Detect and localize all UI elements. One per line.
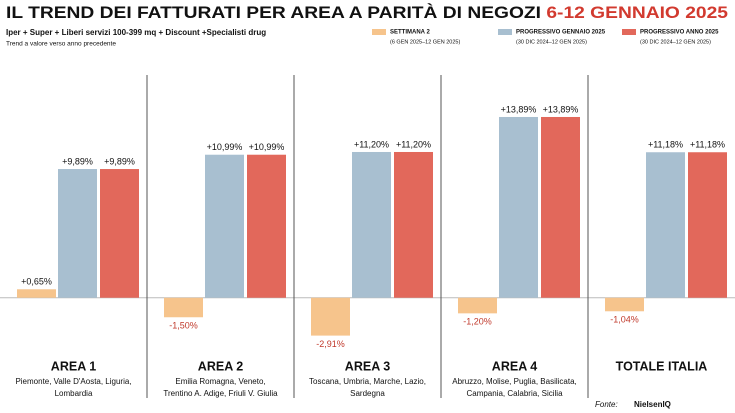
bar [205,154,244,298]
legend-swatch [372,29,386,35]
legend-label: SETTIMANA 2 [390,30,430,36]
note: Trend a valore verso anno precedente [6,41,116,48]
value-label: -1,20% [463,317,492,327]
source-label: Fonte: [595,400,618,409]
category-label: AREA 4 [492,359,537,373]
value-label: +11,18% [690,140,725,150]
chart-title: IL TREND DEI FATTURATI PER AREA A PARITÀ… [6,3,728,22]
value-label: +13,89% [501,104,537,114]
legend-swatch [622,29,636,35]
category-label: TOTALE ITALIA [616,359,708,373]
category-note: Lombardia [55,389,93,398]
value-label: -2,91% [316,339,345,349]
value-label: -1,04% [610,315,639,325]
legend-swatch [498,29,512,35]
bar [164,297,203,318]
value-label: +11,20% [354,139,389,149]
value-label: -1,50% [169,321,198,331]
bar [394,151,433,298]
category-label: AREA 2 [198,359,243,373]
bar [499,116,538,298]
bar [352,151,391,298]
category-note: Campania, Calabria, Sicilia [466,389,563,398]
category-note: Abruzzo, Molise, Puglia, Basilicata, [452,377,577,386]
bar [58,169,97,298]
source: NielsenIQ [634,400,671,409]
category-label: AREA 3 [345,359,390,373]
value-label: +11,20% [396,139,431,149]
legend-period: (30 DIC 2024–12 GEN 2025) [516,39,587,45]
bar [100,169,139,298]
value-label: +13,89% [543,104,579,114]
value-label: +9,89% [62,156,93,166]
subtitle: Iper + Super + Liberi servizi 100-399 mq… [6,28,266,37]
title-main: IL TREND DEI FATTURATI PER AREA A PARITÀ… [6,3,541,22]
title-date: 6-12 GENNAIO 2025 [546,3,728,22]
bar [247,154,286,298]
category-note: Piemonte, Valle D'Aosta, Liguria, [15,377,131,386]
bar [688,152,727,298]
value-label: +9,89% [104,156,135,166]
value-label: +11,18% [648,140,683,150]
bar [17,289,56,298]
bar [458,297,497,314]
legend-period: (30 DIC 2024–12 GEN 2025) [640,39,711,45]
category-label: AREA 1 [51,359,96,373]
value-label: +10,99% [249,142,285,152]
bar [646,152,685,298]
category-note: Toscana, Umbria, Marche, Lazio, [309,377,426,386]
bar [541,116,580,298]
legend-label: PROGRESSIVO ANNO 2025 [640,30,719,36]
category-note: Emilia Romagna, Veneto, [175,377,265,386]
bar [311,297,350,336]
legend-label: PROGRESSIVO GENNAIO 2025 [516,30,606,36]
category-note: Trentino A. Adige, Friuli V. Giulia [163,389,278,398]
value-label: +0,65% [21,277,52,287]
bar [605,297,644,312]
category-note: Sardegna [350,389,385,398]
value-label: +10,99% [207,142,243,152]
legend-period: (6 GEN 2025–12 GEN 2025) [390,39,460,45]
